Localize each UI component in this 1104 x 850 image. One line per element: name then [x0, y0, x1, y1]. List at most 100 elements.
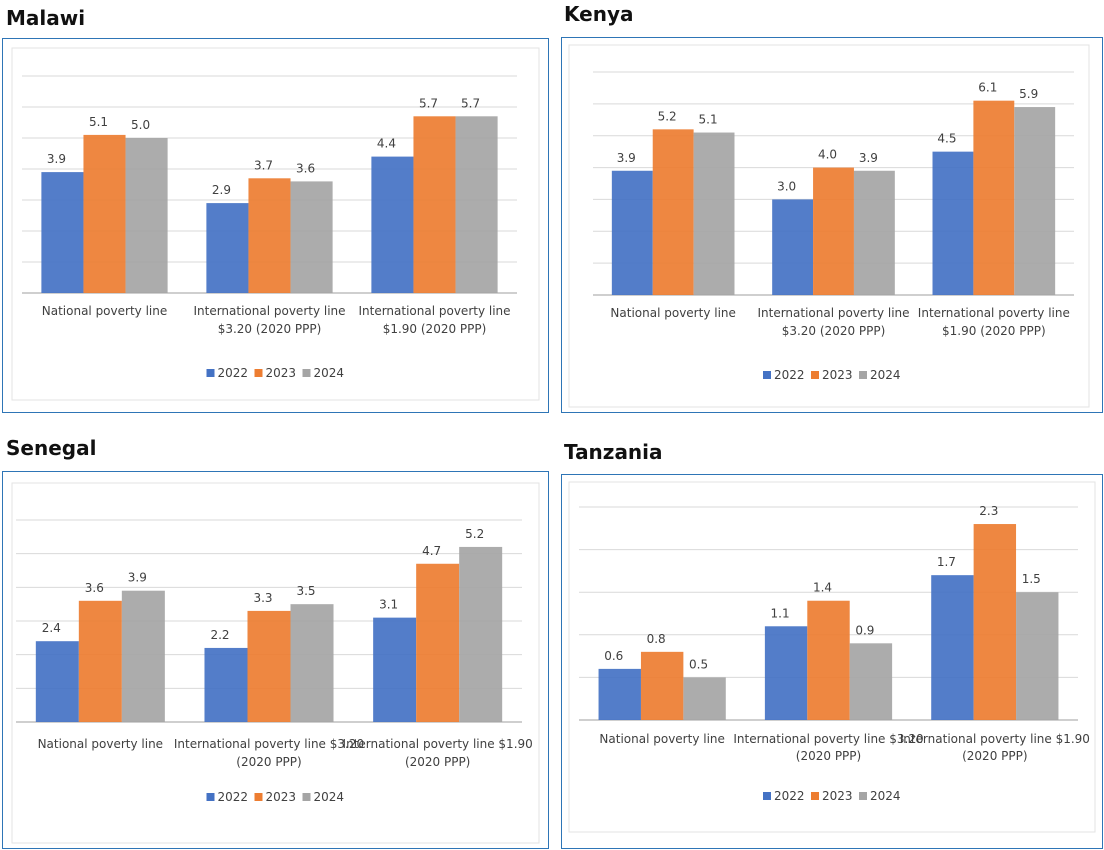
bar-2022	[204, 647, 248, 722]
bar-2024	[121, 590, 165, 722]
bar-2022	[35, 641, 79, 722]
data-label: 3.1	[379, 598, 398, 612]
data-label: 2.3	[979, 504, 998, 518]
panel-title-tanzania: Tanzania	[564, 440, 663, 464]
data-label: 1.7	[937, 555, 956, 569]
bar-2023	[78, 600, 122, 722]
bar-2024	[849, 643, 893, 720]
data-label: 5.7	[461, 96, 480, 110]
data-label: 5.1	[89, 115, 108, 129]
legend-swatch-2024	[302, 369, 311, 377]
data-label: 5.9	[1019, 87, 1038, 101]
category-label: $1.90 (2020 PPP)	[383, 322, 487, 336]
data-label: 5.0	[131, 118, 150, 132]
chart-group: 3.9 5.2 5.1 National poverty line 3.0 4.0 3.9 I…	[568, 44, 1090, 408]
legend-swatch-2023	[811, 371, 819, 379]
bar-2024	[455, 116, 498, 293]
bar-2023	[973, 100, 1015, 295]
legend-swatch-2024	[859, 371, 867, 379]
panel-title-malawi: Malawi	[6, 6, 86, 30]
bar-2024	[853, 170, 895, 295]
data-label: 0.5	[689, 657, 708, 671]
bar-2024	[290, 181, 333, 293]
chart-area	[11, 47, 540, 401]
bar-2024	[693, 132, 735, 295]
data-label: 3.6	[85, 581, 104, 595]
category-label: (2020 PPP)	[236, 755, 301, 769]
bar-2023	[652, 129, 694, 295]
data-label: 2.9	[212, 183, 231, 197]
category-label: $3.20 (2020 PPP)	[218, 322, 322, 336]
legend-label: 2024	[870, 368, 901, 382]
category-label: $1.90 (2020 PPP)	[942, 324, 1046, 338]
data-label: 3.9	[617, 151, 636, 165]
bar-2024	[125, 138, 168, 293]
bar-2023	[416, 563, 460, 722]
data-label: 3.6	[296, 161, 315, 175]
category-label: International poverty line $3.20	[733, 732, 923, 746]
category-label: International poverty line $3.20	[174, 737, 364, 751]
data-label: 0.8	[647, 632, 666, 646]
category-label: International poverty line	[757, 306, 909, 320]
bar-2023	[640, 651, 684, 720]
legend-label: 2022	[218, 790, 249, 804]
chart-group: 3.9 5.1 5.0 National poverty line 2.9 3.7 3.6 I…	[11, 47, 540, 401]
data-label: 4.7	[422, 544, 441, 558]
bar-2023	[973, 524, 1017, 720]
data-label: 0.9	[855, 623, 874, 637]
legend-label: 2024	[870, 789, 901, 803]
data-label: 3.7	[254, 158, 273, 172]
category-label: $3.20 (2020 PPP)	[782, 324, 886, 338]
legend-label: 2024	[314, 790, 345, 804]
bar-2022	[611, 170, 653, 295]
bar-2024	[1014, 107, 1056, 296]
data-label: 1.5	[1022, 572, 1041, 586]
category-label: International poverty line	[358, 304, 510, 318]
data-label: 6.1	[978, 81, 997, 95]
bar-2022	[772, 199, 814, 295]
bar-2022	[41, 172, 84, 293]
bar-2023	[813, 167, 854, 295]
bar-2022	[764, 626, 808, 720]
data-label: 3.9	[128, 571, 147, 585]
legend-label: 2022	[218, 366, 249, 380]
data-label: 4.4	[377, 137, 396, 151]
data-label: 4.5	[937, 132, 956, 146]
bar-2022	[371, 156, 414, 293]
panel-title-kenya: Kenya	[564, 2, 634, 26]
bar-2023	[807, 600, 850, 720]
data-label: 0.6	[604, 649, 623, 663]
data-label: 3.9	[859, 151, 878, 165]
bar-2023	[83, 134, 126, 293]
category-label: (2020 PPP)	[962, 749, 1027, 763]
legend-swatch-2024	[859, 792, 867, 800]
category-label: International poverty line	[918, 306, 1070, 320]
legend-label: 2022	[774, 789, 805, 803]
legend-swatch-2024	[302, 793, 311, 801]
legend-swatch-2023	[254, 369, 263, 377]
legend-label: 2023	[822, 789, 853, 803]
chart-group: 2.4 3.6 3.9 National poverty line 2.2 3.3 3.5 I…	[11, 482, 540, 844]
data-label: 4.0	[818, 148, 837, 162]
bar-2022	[206, 203, 249, 293]
legend-label: 2023	[266, 790, 297, 804]
category-label: National poverty line	[42, 304, 167, 318]
bar-2022	[373, 617, 417, 722]
chart-area	[568, 481, 1096, 833]
data-label: 3.3	[253, 591, 272, 605]
category-label: National poverty line	[38, 737, 163, 751]
bar-2023	[248, 178, 291, 293]
legend-label: 2023	[822, 368, 853, 382]
panel-title-senegal: Senegal	[6, 436, 97, 460]
data-label: 5.1	[699, 113, 718, 127]
bar-2024	[290, 604, 334, 722]
data-label: 2.2	[210, 628, 229, 642]
data-label: 3.9	[47, 152, 66, 166]
data-label: 5.2	[658, 109, 677, 123]
legend-swatch-2023	[811, 792, 819, 800]
chart-area	[568, 44, 1090, 408]
